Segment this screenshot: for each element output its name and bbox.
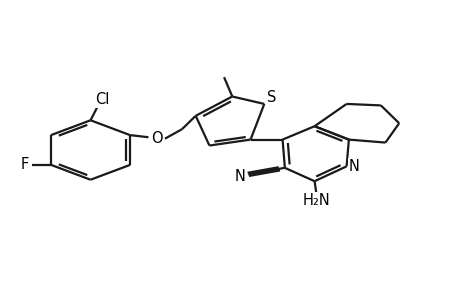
Text: H₂N: H₂N bbox=[302, 193, 330, 208]
Text: N: N bbox=[234, 169, 245, 184]
Text: Cl: Cl bbox=[95, 92, 109, 107]
Text: N: N bbox=[348, 159, 358, 174]
Text: F: F bbox=[20, 158, 28, 172]
Text: O: O bbox=[151, 130, 162, 146]
Text: S: S bbox=[266, 90, 276, 105]
